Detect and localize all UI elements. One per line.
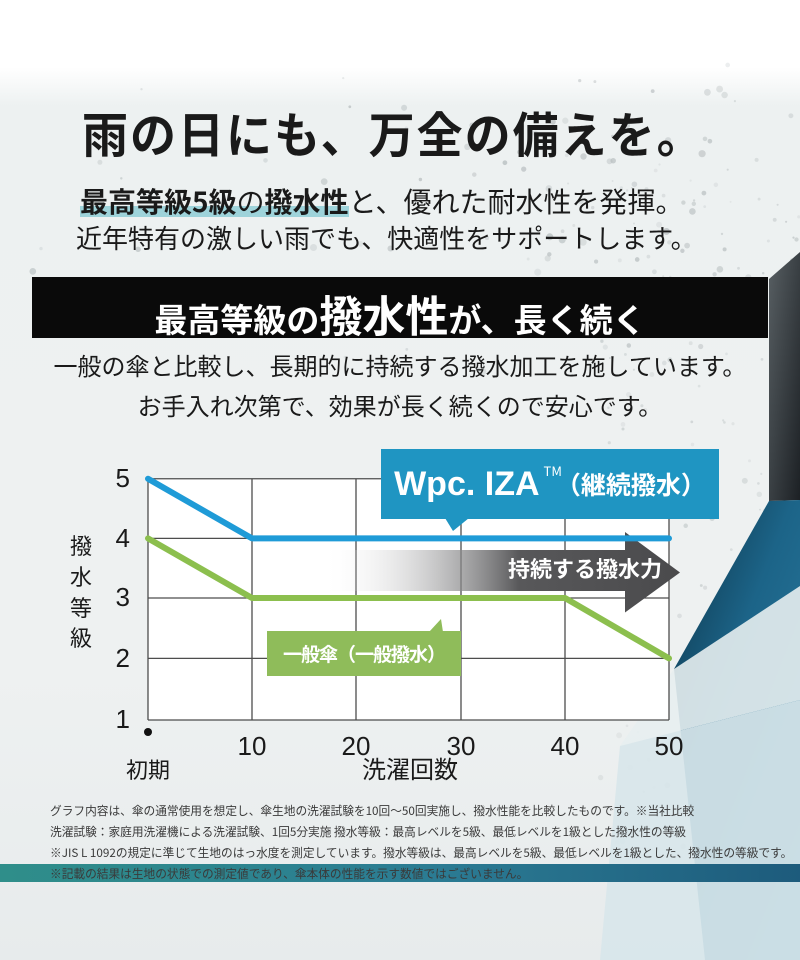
svg-text:3: 3 xyxy=(116,582,130,612)
svg-text:4: 4 xyxy=(116,523,130,553)
svg-text:10: 10 xyxy=(238,731,267,761)
svg-text:持続する撥水力: 持続する撥水力 xyxy=(508,552,662,584)
svg-text:洗濯回数: 洗濯回数 xyxy=(362,750,458,785)
svg-text:初期: 初期 xyxy=(126,753,170,785)
svg-text:40: 40 xyxy=(551,731,580,761)
svg-text:5: 5 xyxy=(116,463,130,493)
svg-text:1: 1 xyxy=(116,704,130,734)
svg-text:2: 2 xyxy=(116,643,130,673)
svg-text:50: 50 xyxy=(655,731,684,761)
